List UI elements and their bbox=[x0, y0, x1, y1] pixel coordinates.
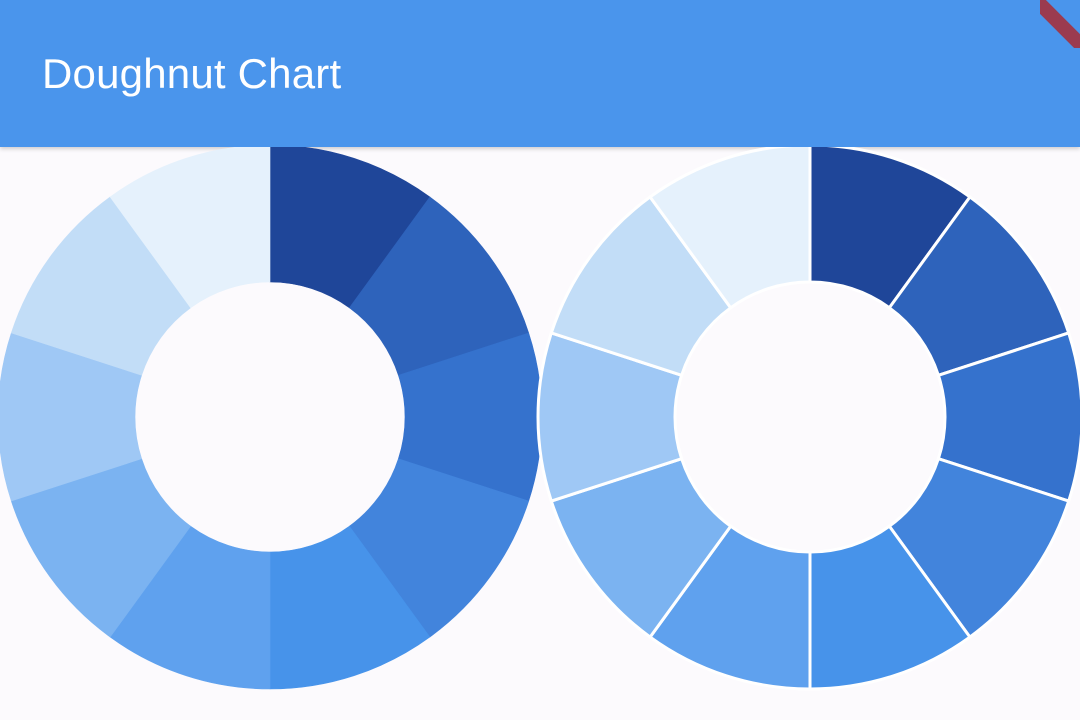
chart-area bbox=[0, 147, 1080, 720]
doughnut-chart-right bbox=[536, 147, 1080, 691]
doughnut-slice-10[interactable] bbox=[109, 147, 271, 309]
page-title: Doughnut Chart bbox=[42, 50, 342, 97]
debug-ribbon-icon bbox=[1040, 0, 1080, 48]
app-bar: Doughnut Chart bbox=[0, 0, 1080, 147]
doughnut-charts bbox=[0, 147, 1080, 691]
doughnut-slice-10[interactable] bbox=[648, 147, 812, 310]
doughnut-chart-left bbox=[0, 147, 543, 690]
